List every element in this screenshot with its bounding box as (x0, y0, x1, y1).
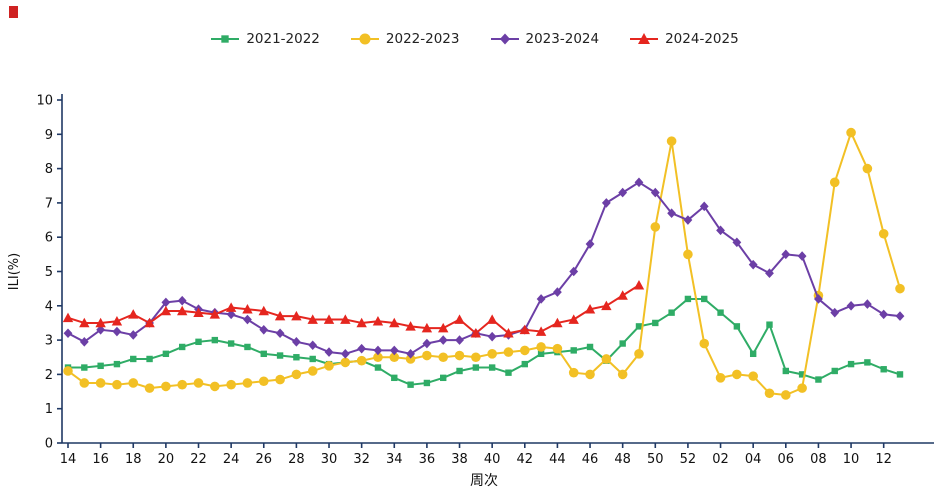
series-2021-2022 (64, 295, 904, 388)
series-2022-2023 (63, 127, 905, 400)
svg-text:52: 52 (680, 452, 697, 467)
svg-text:44: 44 (549, 452, 566, 467)
svg-text:40: 40 (484, 452, 501, 467)
svg-text:50: 50 (647, 452, 664, 467)
legend-marker-circle-icon (350, 31, 380, 47)
svg-text:10: 10 (36, 94, 53, 109)
svg-text:42: 42 (517, 452, 534, 467)
svg-text:20: 20 (158, 452, 175, 467)
svg-text:1: 1 (45, 402, 53, 417)
series-2023-2024 (63, 177, 905, 359)
axes (61, 94, 934, 444)
svg-text:7: 7 (45, 196, 53, 211)
x-axis: 14 16 18 20 22 24 26 28 30 32 34 36 38 40 42 44 46 48 50 52… (60, 443, 892, 467)
svg-text:48: 48 (614, 452, 631, 467)
legend-label-2024-2025: 2024-2025 (665, 31, 739, 47)
chart-area: 0 1 2 3 4 5 6 7 8 9 10 14 16 18 20 22 24 26 28 30 32 34 36 38 40… (0, 56, 949, 504)
svg-text:2: 2 (45, 368, 53, 383)
svg-text:22: 22 (190, 452, 207, 467)
legend-marker-diamond-icon (490, 31, 520, 47)
svg-text:24: 24 (223, 452, 240, 467)
corner-red-mark (9, 6, 18, 18)
svg-text:12: 12 (875, 452, 892, 467)
svg-text:08: 08 (810, 452, 827, 467)
svg-text:02: 02 (712, 452, 729, 467)
legend-label-2022-2023: 2022-2023 (385, 31, 460, 47)
legend-label-2023-2024: 2023-2024 (525, 31, 600, 47)
svg-text:4: 4 (45, 299, 53, 314)
y-axis-title: ILI(%) (7, 253, 22, 290)
svg-text:5: 5 (45, 265, 53, 280)
series-2024-2025 (62, 280, 645, 338)
svg-text:32: 32 (353, 452, 370, 467)
svg-text:6: 6 (45, 231, 53, 246)
svg-text:04: 04 (745, 452, 762, 467)
svg-text:38: 38 (451, 452, 468, 467)
legend-marker-square-icon (210, 31, 240, 47)
svg-text:26: 26 (255, 452, 272, 467)
svg-text:30: 30 (321, 452, 338, 467)
legend-item-2021-2022: 2021-2022 (210, 31, 320, 47)
legend-item-2024-2025: 2024-2025 (629, 31, 739, 47)
svg-text:16: 16 (92, 452, 109, 467)
svg-text:46: 46 (582, 452, 599, 467)
legend-item-2022-2023: 2022-2023 (350, 31, 460, 47)
legend-marker-triangle-icon (629, 31, 659, 47)
svg-text:9: 9 (45, 128, 53, 143)
svg-text:36: 36 (419, 452, 436, 467)
svg-text:0: 0 (45, 437, 53, 452)
svg-text:18: 18 (125, 452, 142, 467)
legend-label-2021-2022: 2021-2022 (246, 31, 320, 47)
x-axis-title: 周次 (470, 473, 498, 489)
svg-text:8: 8 (45, 162, 53, 177)
svg-text:10: 10 (843, 452, 860, 467)
y-axis: 0 1 2 3 4 5 6 7 8 9 10 (36, 94, 62, 452)
chart-legend: 2021-2022 2022-2023 2023-2024 2024-2025 (0, 31, 949, 47)
svg-text:06: 06 (778, 452, 795, 467)
svg-text:34: 34 (386, 452, 403, 467)
svg-text:3: 3 (45, 334, 53, 349)
svg-text:14: 14 (60, 452, 77, 467)
svg-text:28: 28 (288, 452, 305, 467)
legend-item-2023-2024: 2023-2024 (490, 31, 600, 47)
